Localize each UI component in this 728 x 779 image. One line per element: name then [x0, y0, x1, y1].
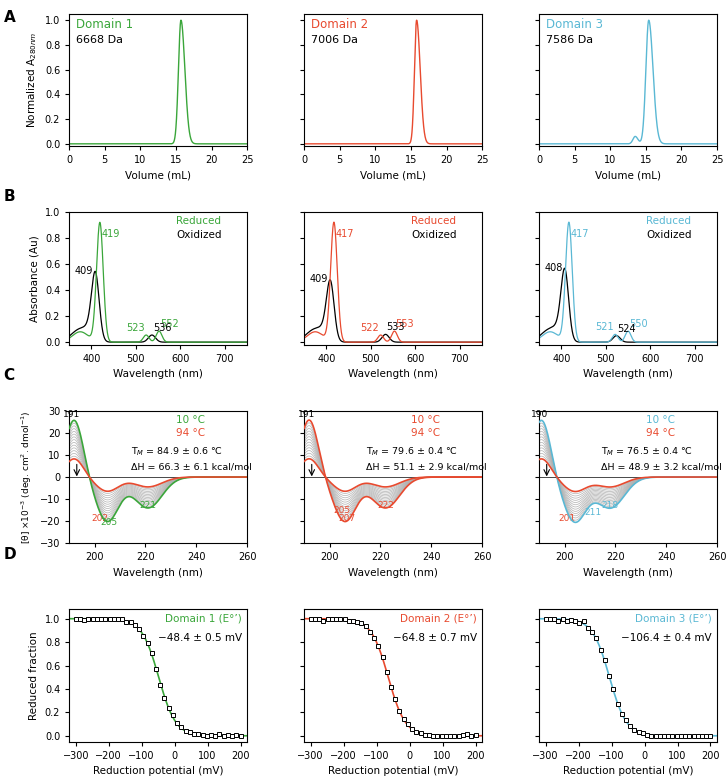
Text: 536: 536 — [153, 323, 171, 333]
Text: Domain 2: Domain 2 — [312, 18, 368, 31]
Text: 550: 550 — [629, 319, 648, 330]
Text: 205: 205 — [100, 517, 117, 527]
Text: C: C — [4, 368, 15, 383]
Text: Domain 1 (E°’): Domain 1 (E°’) — [165, 613, 242, 623]
Text: −48.4 ± 0.5 mV: −48.4 ± 0.5 mV — [158, 633, 242, 643]
Text: 190: 190 — [531, 410, 547, 418]
Text: 10 °C: 10 °C — [646, 415, 675, 425]
Text: 202: 202 — [91, 514, 108, 523]
Text: 533: 533 — [387, 323, 405, 333]
Text: 408: 408 — [545, 263, 563, 273]
Text: −106.4 ± 0.4 mV: −106.4 ± 0.4 mV — [621, 633, 712, 643]
Text: 523: 523 — [126, 323, 145, 333]
Y-axis label: [θ] ×10$^{-3}$ (deg. cm$^2$. dmol$^{-1}$): [θ] ×10$^{-3}$ (deg. cm$^2$. dmol$^{-1}$… — [20, 411, 34, 544]
Text: 201: 201 — [558, 514, 576, 523]
Y-axis label: Absorbance (Au): Absorbance (Au) — [29, 235, 39, 322]
Text: 419: 419 — [101, 229, 119, 239]
Text: Oxidized: Oxidized — [646, 230, 692, 240]
Text: 211: 211 — [584, 508, 601, 516]
Text: 94 °C: 94 °C — [176, 428, 205, 438]
Text: Domain 2 (E°’): Domain 2 (E°’) — [400, 613, 477, 623]
Text: 522: 522 — [360, 323, 379, 333]
Text: 521: 521 — [596, 323, 614, 333]
Text: Oxidized: Oxidized — [411, 230, 456, 240]
Text: −64.8 ± 0.7 mV: −64.8 ± 0.7 mV — [392, 633, 477, 643]
Text: 552: 552 — [160, 319, 178, 330]
X-axis label: Wavelength (nm): Wavelength (nm) — [348, 568, 438, 578]
Text: 10 °C: 10 °C — [411, 415, 440, 425]
X-axis label: Wavelength (nm): Wavelength (nm) — [114, 568, 203, 578]
Text: Reduced: Reduced — [176, 217, 221, 227]
Text: 94 °C: 94 °C — [646, 428, 675, 438]
Text: Domain 1: Domain 1 — [76, 18, 133, 31]
Text: 207: 207 — [339, 514, 356, 523]
Text: 6668 Da: 6668 Da — [76, 35, 123, 45]
Text: 417: 417 — [570, 229, 589, 239]
X-axis label: Wavelength (nm): Wavelength (nm) — [348, 369, 438, 379]
Text: B: B — [4, 189, 15, 203]
Text: 221: 221 — [140, 501, 157, 510]
Text: T$_M$ = 79.6 ± 0.4 °C: T$_M$ = 79.6 ± 0.4 °C — [366, 446, 459, 458]
Text: A: A — [4, 10, 15, 25]
Text: 409: 409 — [75, 266, 93, 276]
Text: 409: 409 — [310, 273, 328, 284]
X-axis label: Volume (mL): Volume (mL) — [125, 171, 191, 181]
X-axis label: Volume (mL): Volume (mL) — [595, 171, 661, 181]
X-axis label: Reduction potential (mV): Reduction potential (mV) — [563, 767, 693, 776]
X-axis label: Wavelength (nm): Wavelength (nm) — [114, 369, 203, 379]
X-axis label: Reduction potential (mV): Reduction potential (mV) — [328, 767, 459, 776]
Text: ΔH = 51.1 ± 2.9 kcal/mol: ΔH = 51.1 ± 2.9 kcal/mol — [366, 463, 487, 471]
Text: Domain 3 (E°’): Domain 3 (E°’) — [635, 613, 712, 623]
Text: 191: 191 — [298, 410, 315, 418]
Text: 191: 191 — [63, 410, 80, 418]
X-axis label: Wavelength (nm): Wavelength (nm) — [583, 568, 673, 578]
X-axis label: Volume (mL): Volume (mL) — [360, 171, 426, 181]
Text: T$_M$ = 84.9 ± 0.6 °C: T$_M$ = 84.9 ± 0.6 °C — [132, 446, 223, 458]
Text: 524: 524 — [617, 324, 636, 333]
Y-axis label: Normalized A$_{280nm}$: Normalized A$_{280nm}$ — [25, 32, 39, 129]
Text: 218: 218 — [602, 501, 619, 510]
Y-axis label: Reduced fraction: Reduced fraction — [29, 631, 39, 720]
Text: Domain 3: Domain 3 — [546, 18, 604, 31]
Text: D: D — [4, 547, 16, 562]
Text: 10 °C: 10 °C — [176, 415, 205, 425]
Text: 553: 553 — [395, 319, 414, 330]
Text: Oxidized: Oxidized — [176, 230, 221, 240]
Text: 94 °C: 94 °C — [411, 428, 440, 438]
X-axis label: Reduction potential (mV): Reduction potential (mV) — [93, 767, 223, 776]
Text: ΔH = 66.3 ± 6.1 kcal/mol: ΔH = 66.3 ± 6.1 kcal/mol — [132, 463, 252, 471]
Text: Reduced: Reduced — [411, 217, 456, 227]
Text: 222: 222 — [377, 501, 394, 510]
Text: 7006 Da: 7006 Da — [312, 35, 358, 45]
Text: 417: 417 — [336, 229, 354, 239]
Text: 205: 205 — [333, 506, 351, 514]
Text: 7586 Da: 7586 Da — [546, 35, 593, 45]
Text: T$_M$ = 76.5 ± 0.4 °C: T$_M$ = 76.5 ± 0.4 °C — [601, 446, 694, 458]
Text: Reduced: Reduced — [646, 217, 691, 227]
Text: ΔH = 48.9 ± 3.2 kcal/mol: ΔH = 48.9 ± 3.2 kcal/mol — [601, 463, 722, 471]
X-axis label: Wavelength (nm): Wavelength (nm) — [583, 369, 673, 379]
